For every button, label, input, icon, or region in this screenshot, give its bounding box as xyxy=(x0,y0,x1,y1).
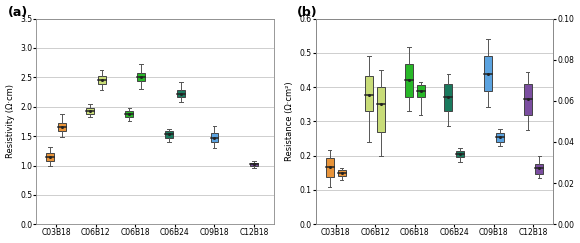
FancyBboxPatch shape xyxy=(58,122,66,131)
FancyBboxPatch shape xyxy=(456,151,464,157)
FancyBboxPatch shape xyxy=(211,133,219,142)
FancyBboxPatch shape xyxy=(137,73,145,81)
FancyBboxPatch shape xyxy=(405,64,413,97)
FancyBboxPatch shape xyxy=(417,86,425,97)
FancyBboxPatch shape xyxy=(326,158,334,177)
FancyBboxPatch shape xyxy=(496,133,504,142)
FancyBboxPatch shape xyxy=(377,87,385,132)
Text: (b): (b) xyxy=(297,6,317,18)
FancyBboxPatch shape xyxy=(250,163,258,165)
FancyBboxPatch shape xyxy=(177,90,185,97)
FancyBboxPatch shape xyxy=(484,56,492,91)
FancyBboxPatch shape xyxy=(125,112,133,117)
Y-axis label: Resistance (Ω·cm²): Resistance (Ω·cm²) xyxy=(285,82,294,161)
FancyBboxPatch shape xyxy=(365,76,373,111)
FancyBboxPatch shape xyxy=(338,170,346,176)
FancyBboxPatch shape xyxy=(86,108,94,114)
Y-axis label: Resistivity (Ω·cm): Resistivity (Ω·cm) xyxy=(6,84,14,158)
FancyBboxPatch shape xyxy=(165,131,173,138)
FancyBboxPatch shape xyxy=(98,76,106,84)
FancyBboxPatch shape xyxy=(524,84,531,115)
FancyBboxPatch shape xyxy=(535,164,543,174)
FancyBboxPatch shape xyxy=(46,153,54,161)
FancyBboxPatch shape xyxy=(444,84,452,111)
Text: (a): (a) xyxy=(8,6,28,18)
